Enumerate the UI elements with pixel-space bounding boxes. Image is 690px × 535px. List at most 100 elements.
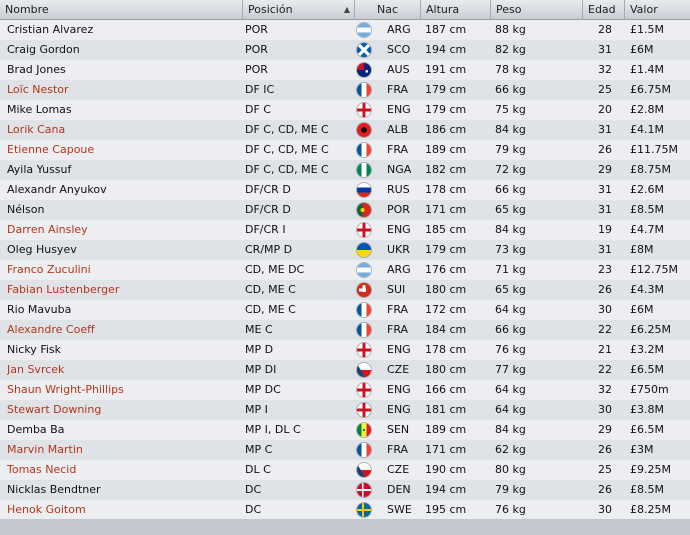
player-name[interactable]: Nicky Fisk: [7, 343, 62, 356]
player-nationality: CZE: [387, 463, 410, 476]
player-nationality: POR: [387, 203, 410, 216]
table-row[interactable]: Lorik Cana DF C, CD, ME C ALB 186 cm 84 kg 31…: [0, 120, 690, 140]
player-position: POR: [245, 63, 268, 76]
table-row[interactable]: Loïc Nestor DF IC FRA 179 cm 66 kg 25 £6.75M: [0, 80, 690, 100]
player-name[interactable]: Alexandr Anyukov: [7, 183, 107, 196]
table-row[interactable]: Etienne Capoue DF C, CD, ME C FRA 189 cm 79 …: [0, 140, 690, 160]
header-altura[interactable]: Altura: [421, 0, 491, 19]
header-edad[interactable]: Edad: [583, 0, 625, 19]
player-height: 180 cm: [425, 283, 467, 296]
table-row[interactable]: Oleg Husyev CR/MP D UKR 179 cm 73 kg 31 £8M: [0, 240, 690, 260]
player-name[interactable]: Alexandre Coeff: [7, 323, 95, 336]
table-row[interactable]: Franco Zuculini CD, ME DC ARG 176 cm 71 kg 23…: [0, 260, 690, 280]
player-name[interactable]: Etienne Capoue: [7, 143, 95, 156]
player-name[interactable]: Rio Mavuba: [7, 303, 72, 316]
header-nac-label: Nac: [376, 3, 399, 16]
player-height: 189 cm: [425, 423, 467, 436]
player-name[interactable]: Lorik Cana: [7, 123, 66, 136]
player-nationality: AUS: [387, 63, 410, 76]
player-name[interactable]: Jan Svrcek: [7, 363, 65, 376]
player-age: 20: [598, 103, 612, 116]
player-age: 26: [598, 443, 612, 456]
player-value: £6M: [630, 303, 654, 316]
player-name[interactable]: Fabian Lustenberger: [7, 283, 120, 296]
player-name[interactable]: Nicklas Bendtner: [7, 483, 101, 496]
player-height: 194 cm: [425, 43, 467, 56]
table-row[interactable]: Nélson DF/CR D POR 171 cm 65 kg 31 £8.5M: [0, 200, 690, 220]
player-position: POR: [245, 43, 268, 56]
table-row[interactable]: Craig Gordon POR SCO 194 cm 82 kg 31 £6M: [0, 40, 690, 60]
player-name[interactable]: Stewart Downing: [7, 403, 102, 416]
player-name[interactable]: Brad Jones: [7, 63, 66, 76]
table-row[interactable]: Darren Ainsley DF/CR I ENG 185 cm 84 kg 19 £4.…: [0, 220, 690, 240]
player-nationality: SCO: [387, 43, 411, 56]
france-flag-icon: [357, 443, 371, 457]
france-flag-icon: [357, 323, 371, 337]
player-height: 179 cm: [425, 243, 467, 256]
player-name[interactable]: Henok Goitom: [7, 503, 86, 516]
table-row[interactable]: Ayila Yussuf DF C, CD, ME C NGA 182 cm 72 kg…: [0, 160, 690, 180]
player-name[interactable]: Craig Gordon: [7, 43, 80, 56]
player-nationality: FRA: [387, 323, 409, 336]
table-row[interactable]: Fabian Lustenberger CD, ME C SUI 180 cm 65 k…: [0, 280, 690, 300]
player-nationality: FRA: [387, 443, 409, 456]
player-height: 171 cm: [425, 203, 467, 216]
nigeria-flag-icon: [357, 163, 371, 177]
player-height: 186 cm: [425, 123, 467, 136]
player-value: £3.8M: [630, 403, 664, 416]
player-nationality: NGA: [387, 163, 412, 176]
player-age: 30: [598, 403, 612, 416]
player-age: 30: [598, 503, 612, 516]
player-name[interactable]: Demba Ba: [7, 423, 65, 436]
table-row[interactable]: Alexandr Anyukov DF/CR D RUS 178 cm 66 kg 31 £…: [0, 180, 690, 200]
table-row[interactable]: Tomas Necid DL C CZE 190 cm 80 kg 25 £9.25M: [0, 460, 690, 480]
player-position: MP I: [245, 403, 268, 416]
table-row[interactable]: Stewart Downing MP I ENG 181 cm 64 kg 30 £3.8M: [0, 400, 690, 420]
player-nationality: FRA: [387, 303, 409, 316]
header-posicion[interactable]: Posición ▲: [243, 0, 355, 19]
header-nac[interactable]: Nac: [355, 0, 421, 19]
player-weight: 64 kg: [495, 303, 526, 316]
table-row[interactable]: Demba Ba MP I, DL C SEN 189 cm 84 kg 29 £6.5M: [0, 420, 690, 440]
player-value: £750m: [630, 383, 669, 396]
table-row[interactable]: Alexandre Coeff ME C FRA 184 cm 66 kg 22 £6.25…: [0, 320, 690, 340]
player-name[interactable]: Cristian Alvarez: [7, 23, 94, 36]
player-weight: 84 kg: [495, 223, 526, 236]
player-name[interactable]: Marvin Martin: [7, 443, 83, 456]
player-value: £11.75M: [630, 143, 678, 156]
player-name[interactable]: Oleg Husyev: [7, 243, 77, 256]
player-value: £4.3M: [630, 283, 664, 296]
player-value: £3.2M: [630, 343, 664, 356]
table-row[interactable]: Rio Mavuba CD, ME C FRA 172 cm 64 kg 30 £6M: [0, 300, 690, 320]
player-height: 176 cm: [425, 263, 467, 276]
player-position: DC: [245, 503, 262, 516]
player-name[interactable]: Nélson: [7, 203, 45, 216]
table-row[interactable]: Nicky Fisk MP D ENG 178 cm 76 kg 21 £3.2M: [0, 340, 690, 360]
player-name[interactable]: Shaun Wright-Phillips: [7, 383, 124, 396]
table-row[interactable]: Nicklas Bendtner DC DEN 194 cm 79 kg 26 £8.5M: [0, 480, 690, 500]
australia-flag-icon: [357, 63, 371, 77]
player-position: CD, ME DC: [245, 263, 305, 276]
player-value: £3M: [630, 443, 654, 456]
player-name[interactable]: Mike Lomas: [7, 103, 72, 116]
table-header: Nombre Posición ▲ Nac Altura Peso Edad Va…: [0, 0, 690, 20]
player-name[interactable]: Darren Ainsley: [7, 223, 88, 236]
player-name[interactable]: Loïc Nestor: [7, 83, 69, 96]
table-row[interactable]: Marvin Martin MP C FRA 171 cm 62 kg 26 £3M: [0, 440, 690, 460]
player-name[interactable]: Tomas Necid: [7, 463, 77, 476]
table-row[interactable]: Jan Svrcek MP DI CZE 180 cm 77 kg 22 £6.5M: [0, 360, 690, 380]
table-row[interactable]: Brad Jones POR AUS 191 cm 78 kg 32 £1.4M: [0, 60, 690, 80]
player-name[interactable]: Ayila Yussuf: [7, 163, 72, 176]
player-name[interactable]: Franco Zuculini: [7, 263, 91, 276]
header-valor[interactable]: Valor: [625, 0, 690, 19]
table-row[interactable]: Cristian Alvarez POR ARG 187 cm 88 kg 28 £1.5M: [0, 20, 690, 40]
header-peso[interactable]: Peso: [491, 0, 583, 19]
table-row[interactable]: Henok Goitom DC SWE 195 cm 76 kg 30 £8.25M: [0, 500, 690, 520]
table-row[interactable]: Mike Lomas DF C ENG 179 cm 75 kg 20 £2.8M: [0, 100, 690, 120]
england-flag-icon: [357, 403, 371, 417]
header-nombre[interactable]: Nombre: [0, 0, 243, 19]
russia-flag-icon: [357, 183, 371, 197]
player-position: CD, ME C: [245, 283, 296, 296]
player-weight: 84 kg: [495, 423, 526, 436]
table-row[interactable]: Shaun Wright-Phillips MP DC ENG 166 cm 64 kg…: [0, 380, 690, 400]
